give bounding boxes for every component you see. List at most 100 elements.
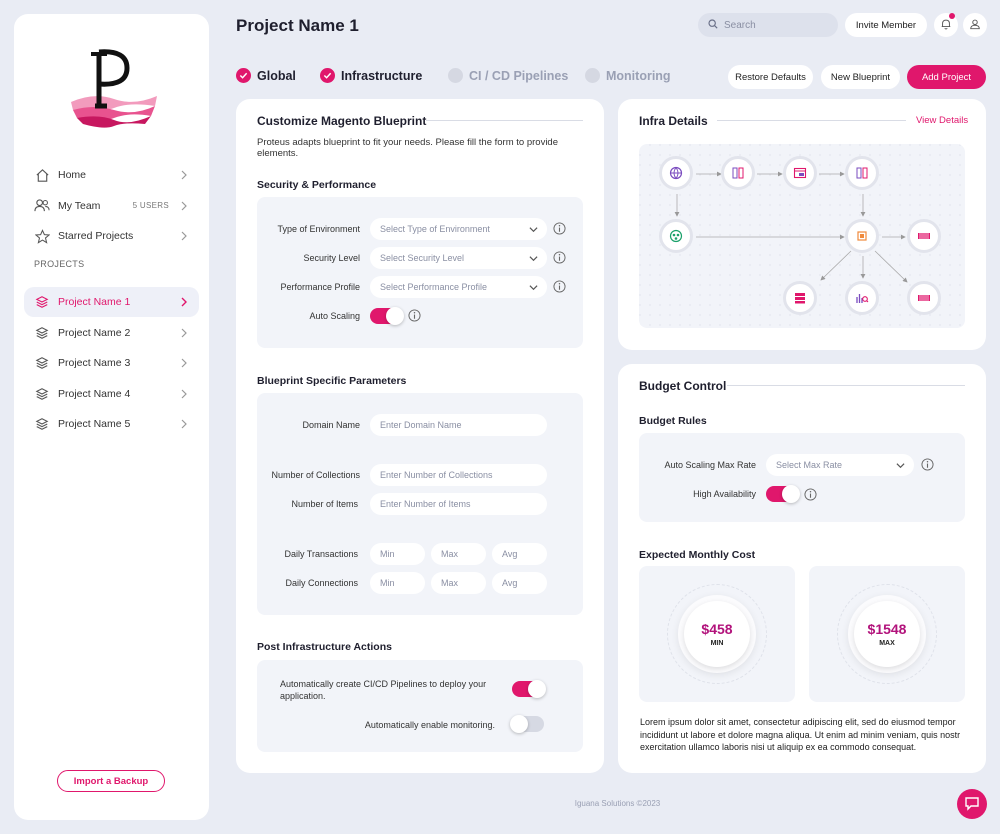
chat-icon (964, 795, 980, 814)
divider (717, 120, 906, 121)
security-level-select[interactable]: Select Security Level (370, 247, 547, 269)
browser-node-icon[interactable] (783, 156, 817, 190)
info-icon[interactable] (553, 251, 566, 264)
project-label: Project Name 4 (58, 387, 131, 400)
database-node-icon[interactable] (783, 281, 817, 315)
info-icon[interactable] (804, 488, 817, 501)
nav-label: Starred Projects (58, 230, 134, 242)
blueprint-subtitle: Proteus adapts blueprint to fit your nee… (257, 137, 558, 159)
search-input[interactable] (724, 19, 834, 31)
items-input[interactable] (370, 493, 547, 515)
sidebar-item-project-3[interactable]: Project Name 3 (24, 348, 199, 378)
transactions-min-input[interactable] (370, 543, 425, 565)
project-label: Project Name 1 (58, 296, 131, 308)
connections-min-input[interactable] (370, 572, 425, 594)
select-value: Select Security Level (380, 253, 465, 263)
step-infrastructure[interactable]: Infrastructure (320, 68, 422, 83)
invite-member-button[interactable]: Invite Member (845, 13, 927, 37)
chat-button[interactable] (957, 789, 987, 819)
high-availability-toggle[interactable] (766, 485, 800, 503)
performance-profile-select[interactable]: Select Performance Profile (370, 276, 547, 298)
environment-select[interactable]: Select Type of Environment (370, 218, 547, 240)
max-rate-select[interactable]: Select Max Rate (766, 454, 914, 476)
transactions-avg-input[interactable] (492, 543, 547, 565)
sidebar-item-project-2[interactable]: Project Name 2 (24, 318, 199, 348)
chevron-right-icon (179, 231, 189, 241)
chevron-right-icon (179, 389, 189, 399)
add-project-button[interactable]: Add Project (907, 65, 986, 89)
layers-icon (34, 325, 50, 341)
cicd-toggle[interactable] (512, 680, 546, 698)
footer-copyright: Iguana Solutions ©2023 (574, 799, 661, 808)
infra-diagram (639, 144, 965, 328)
transactions-max-input[interactable] (431, 543, 486, 565)
max-cost-value: $1548 MAX (854, 601, 920, 667)
memory-node-icon[interactable] (907, 281, 941, 315)
info-icon[interactable] (408, 309, 421, 322)
step-monitoring[interactable]: Monitoring (585, 68, 671, 83)
nav-item-my-team[interactable]: My Team 5 USERS (24, 191, 199, 221)
import-backup-button[interactable]: Import a Backup (57, 770, 165, 792)
sidebar-item-project-1[interactable]: Project Name 1 (24, 287, 199, 317)
cicd-label: Automatically create CI/CD Pipelines to … (280, 679, 487, 701)
home-icon (34, 167, 50, 183)
chevron-down-icon (529, 254, 538, 263)
nav-item-starred-projects[interactable]: Starred Projects (24, 221, 199, 251)
globe-node-icon[interactable] (659, 156, 693, 190)
new-blueprint-button[interactable]: New Blueprint (821, 65, 900, 89)
step-label: Global (257, 68, 296, 83)
chevron-down-icon (896, 461, 905, 470)
check-icon (236, 68, 251, 83)
collections-input[interactable] (370, 464, 547, 486)
nav-item-home[interactable]: Home (24, 160, 199, 190)
divider (727, 385, 965, 386)
sidebar-item-project-5[interactable]: Project Name 5 (24, 409, 199, 439)
info-icon[interactable] (553, 222, 566, 235)
blueprint-title: Customize Magento Blueprint (257, 114, 427, 128)
search-bar[interactable] (698, 13, 838, 37)
network-node-icon[interactable] (659, 219, 693, 253)
restore-defaults-button[interactable]: Restore Defaults (728, 65, 813, 89)
chevron-right-icon (179, 201, 189, 211)
cpu-node-icon[interactable] (845, 219, 879, 253)
sidebar-item-project-4[interactable]: Project Name 4 (24, 379, 199, 409)
security-section-title: Security & Performance (257, 179, 377, 191)
chevron-right-icon (179, 358, 189, 368)
daily-connections-label: Daily Connections (285, 578, 358, 588)
projects-section-label: PROJECTS (34, 259, 85, 269)
memory-node-icon[interactable] (907, 219, 941, 253)
toggle-knob (510, 715, 528, 733)
connections-avg-input[interactable] (492, 572, 547, 594)
cost-amount: $458 (701, 621, 733, 637)
monitoring-label: Automatically enable monitoring. (364, 720, 495, 730)
notifications-button[interactable] (934, 13, 958, 37)
layers-icon (34, 386, 50, 402)
cost-amount: $1548 (867, 621, 907, 637)
cost-caption: MAX (879, 640, 895, 647)
analytics-node-icon[interactable] (845, 281, 879, 315)
domain-name-label: Domain Name (302, 420, 360, 430)
step-label: CI / CD Pipelines (469, 68, 569, 83)
performance-profile-label: Performance Profile (280, 282, 360, 292)
monitoring-toggle[interactable] (510, 715, 544, 733)
server-cluster-node-icon[interactable] (721, 156, 755, 190)
info-icon[interactable] (553, 280, 566, 293)
step-global[interactable]: Global (236, 68, 296, 83)
params-section-title: Blueprint Specific Parameters (257, 375, 407, 387)
auto-scaling-toggle[interactable] (370, 307, 404, 325)
main-nav: Home My Team 5 USERS Starred Projects (24, 160, 199, 252)
layers-icon (34, 416, 50, 432)
step-ci-cd-pipelines[interactable]: CI / CD Pipelines (448, 68, 568, 83)
profile-button[interactable] (963, 13, 987, 37)
budget-title: Budget Control (639, 379, 727, 393)
post-actions-panel (257, 660, 583, 752)
connections-max-input[interactable] (431, 572, 486, 594)
info-icon[interactable] (921, 458, 934, 471)
min-cost-value: $458 MIN (684, 601, 750, 667)
view-details-link[interactable]: View Details (916, 115, 969, 126)
step-label: Monitoring (606, 68, 671, 83)
domain-name-input[interactable] (370, 414, 547, 436)
notification-dot (949, 13, 955, 19)
server-cluster-node-icon[interactable] (845, 156, 879, 190)
high-availability-label: High Availability (693, 489, 756, 499)
